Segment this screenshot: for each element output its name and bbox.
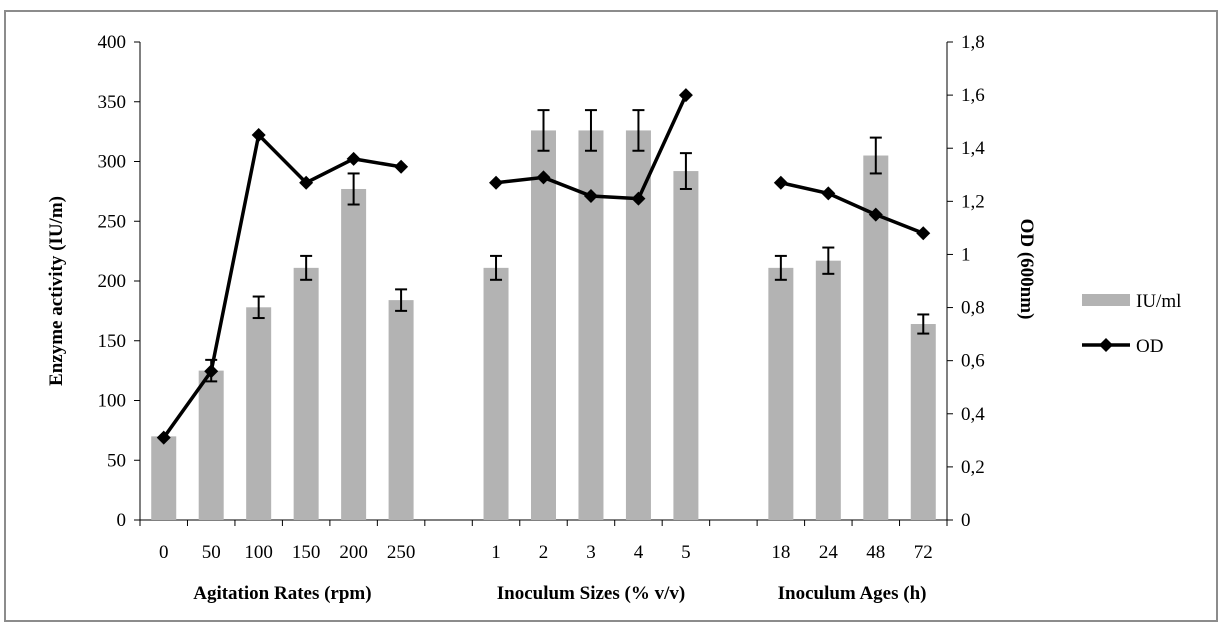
right-tick-label: 0,2 — [961, 457, 985, 478]
od-marker — [204, 364, 219, 379]
right-tick-label: 1 — [961, 244, 971, 265]
x-tick-label: 24 — [819, 542, 839, 563]
od-line — [780, 181, 924, 235]
bar-iu-ml — [815, 260, 841, 520]
x-tick-label: 2 — [539, 542, 549, 563]
od-marker — [821, 186, 836, 201]
bar-iu-ml — [768, 267, 794, 520]
right-tick-label: 1,6 — [961, 85, 985, 106]
legend-swatch-iu-ml — [1082, 294, 1130, 306]
left-tick-label: 300 — [98, 152, 127, 173]
right-tick-label: 0 — [961, 510, 971, 531]
left-tick-label: 350 — [98, 92, 127, 113]
od-marker — [773, 175, 788, 190]
od-marker — [489, 175, 504, 190]
right-tick-label: 0,4 — [961, 404, 985, 425]
od-marker — [536, 170, 551, 185]
od-marker — [916, 226, 931, 241]
od-marker — [346, 151, 361, 166]
od-marker — [631, 191, 646, 206]
od-marker — [394, 159, 409, 174]
od-marker — [299, 175, 314, 190]
legend-marker-od — [1099, 338, 1113, 352]
x-tick-label: 0 — [159, 542, 169, 563]
od-marker — [583, 189, 598, 204]
left-axis-title: Enzyme activity (IU/m) — [46, 196, 67, 386]
od-marker — [868, 207, 883, 222]
bar-iu-ml — [246, 307, 272, 520]
x-group-label: Inoculum Sizes (% v/v) — [497, 583, 685, 604]
x-tick-label: 5 — [681, 542, 691, 563]
bar-iu-ml — [483, 267, 509, 520]
right-tick-label: 0,6 — [961, 351, 985, 372]
x-tick-label: 1 — [491, 542, 501, 563]
left-tick-label: 0 — [117, 510, 127, 531]
x-tick-label: 200 — [339, 542, 368, 563]
bar-iu-ml — [388, 300, 414, 520]
bar-iu-ml — [341, 188, 367, 521]
left-tick-label: 400 — [98, 32, 127, 53]
right-tick-label: 0,8 — [961, 298, 985, 319]
x-tick-label: 48 — [866, 542, 885, 563]
left-tick-label: 50 — [107, 450, 126, 471]
bar-iu-ml — [151, 436, 177, 520]
right-tick-label: 1,2 — [961, 191, 985, 212]
x-tick-label: 250 — [387, 542, 416, 563]
left-tick-label: 250 — [98, 211, 127, 232]
bar-iu-ml — [578, 130, 604, 520]
left-tick-label: 150 — [98, 331, 127, 352]
left-tick-label: 200 — [98, 271, 127, 292]
x-tick-label: 50 — [202, 542, 221, 563]
x-tick-label: 100 — [244, 542, 273, 563]
bar-iu-ml — [198, 370, 224, 520]
bar-iu-ml — [531, 130, 556, 520]
od-marker — [678, 88, 693, 103]
x-group-label: Inoculum Ages (h) — [778, 583, 927, 604]
right-tick-label: 1,4 — [961, 138, 985, 159]
od-line — [162, 131, 402, 439]
od-marker — [251, 127, 266, 142]
bar-iu-ml — [625, 130, 651, 520]
x-tick-label: 150 — [292, 542, 321, 563]
legend-label-iu-ml: IU/ml — [1136, 291, 1181, 312]
x-tick-label: 4 — [634, 542, 644, 563]
left-tick-label: 100 — [98, 391, 127, 412]
od-marker — [156, 430, 171, 445]
x-group-label: Agitation Rates (rpm) — [193, 583, 371, 604]
right-axis-title: OD (600nm) — [1016, 219, 1037, 320]
legend-label-od: OD — [1136, 336, 1163, 357]
bar-iu-ml — [673, 171, 699, 520]
x-tick-label: 3 — [586, 542, 596, 563]
x-tick-label: 72 — [914, 542, 933, 563]
right-tick-label: 1,8 — [961, 32, 985, 53]
bar-iu-ml — [910, 324, 936, 520]
bar-iu-ml — [293, 267, 319, 520]
x-tick-label: 18 — [771, 542, 790, 563]
